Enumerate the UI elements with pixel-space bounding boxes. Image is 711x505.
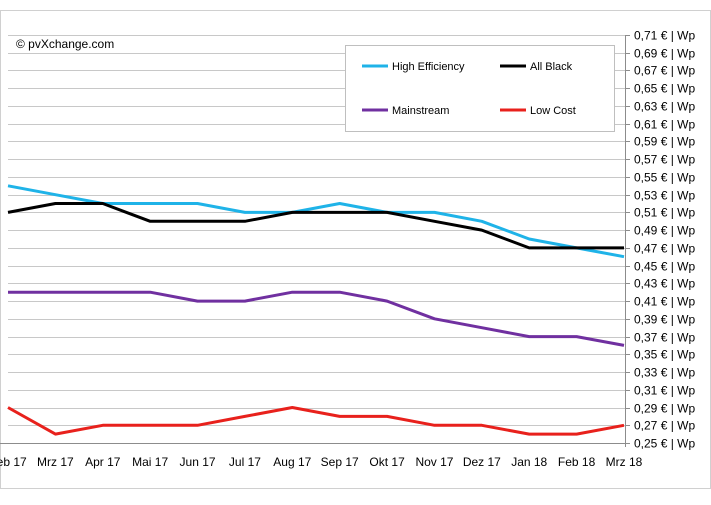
x-tick-label: Mrz 18 (606, 455, 643, 469)
legend-label: All Black (530, 61, 573, 73)
y-tick-label: 0,25 € | Wp (634, 437, 695, 451)
x-tick-label: Mai 17 (132, 455, 168, 469)
x-tick-label: Okt 17 (369, 455, 405, 469)
y-tick-label: 0,27 € | Wp (634, 419, 695, 433)
y-tick-label: 0,65 € | Wp (634, 82, 695, 96)
x-tick-label: Jan 18 (511, 455, 547, 469)
y-tick-label: 0,51 € | Wp (634, 206, 695, 220)
copyright-text: © pvXchange.com (16, 37, 114, 51)
y-tick-label: 0,71 € | Wp (634, 29, 695, 43)
series-line-low-cost (7, 406, 625, 436)
series-line-all-black (7, 202, 624, 250)
x-tick-label: Mrz 17 (37, 455, 74, 469)
legend: High Efficiency All Black Mainstream Low Co… (345, 45, 615, 132)
y-tick-label: 0,33 € | Wp (634, 366, 695, 380)
series-lines (7, 184, 625, 436)
x-tick-label: Feb 18 (558, 455, 596, 469)
y-tick-label: 0,31 € | Wp (634, 384, 695, 398)
y-tick-label: 0,49 € | Wp (634, 224, 695, 238)
x-axis-ticks: Feb 17 Mrz 17 Apr 17 Mai 17 Jun 17 Jul 17 Aug … (0, 443, 643, 469)
y-tick-label: 0,39 € | Wp (634, 313, 695, 327)
y-tick-label: 0,47 € | Wp (634, 242, 695, 256)
y-tick-label: 0,63 € | Wp (634, 100, 695, 114)
y-tick-label: 0,35 € | Wp (634, 348, 695, 362)
y-tick-label: 0,61 € | Wp (634, 118, 695, 132)
legend-label: High Efficiency (392, 61, 465, 73)
legend-label: Low Cost (530, 105, 576, 117)
y-tick-label: 0,53 € | Wp (634, 189, 695, 203)
y-tick-label: 0,43 € | Wp (634, 277, 695, 291)
x-tick-label: Jul 17 (229, 455, 261, 469)
x-tick-label: Jun 17 (180, 455, 216, 469)
series-line-mainstream (8, 290, 625, 347)
y-tick-label: 0,37 € | Wp (634, 331, 695, 345)
x-tick-label: Apr 17 (85, 455, 121, 469)
y-tick-label: 0,45 € | Wp (634, 260, 695, 274)
x-tick-label: Sep 17 (321, 455, 359, 469)
x-tick-label: Nov 17 (415, 455, 453, 469)
y-tick-label: 0,59 € | Wp (634, 135, 695, 149)
y-tick-label: 0,57 € | Wp (634, 153, 695, 167)
y-tick-label: 0,69 € | Wp (634, 47, 695, 61)
y-tick-label: 0,67 € | Wp (634, 64, 695, 78)
x-tick-label: Feb 17 (0, 455, 27, 469)
x-tick-label: Aug 17 (273, 455, 311, 469)
y-tick-label: 0,55 € | Wp (634, 171, 695, 185)
y-tick-label: 0,41 € | Wp (634, 295, 695, 309)
y-tick-label: 0,29 € | Wp (634, 402, 695, 416)
series-line-high-efficiency (7, 184, 625, 259)
legend-label: Mainstream (392, 105, 449, 117)
y-axis-ticks: 0,71 € | Wp 0,69 € | Wp 0,67 € | Wp 0,65 € … (625, 29, 695, 451)
legend-box (345, 45, 615, 132)
x-tick-label: Dez 17 (463, 455, 501, 469)
